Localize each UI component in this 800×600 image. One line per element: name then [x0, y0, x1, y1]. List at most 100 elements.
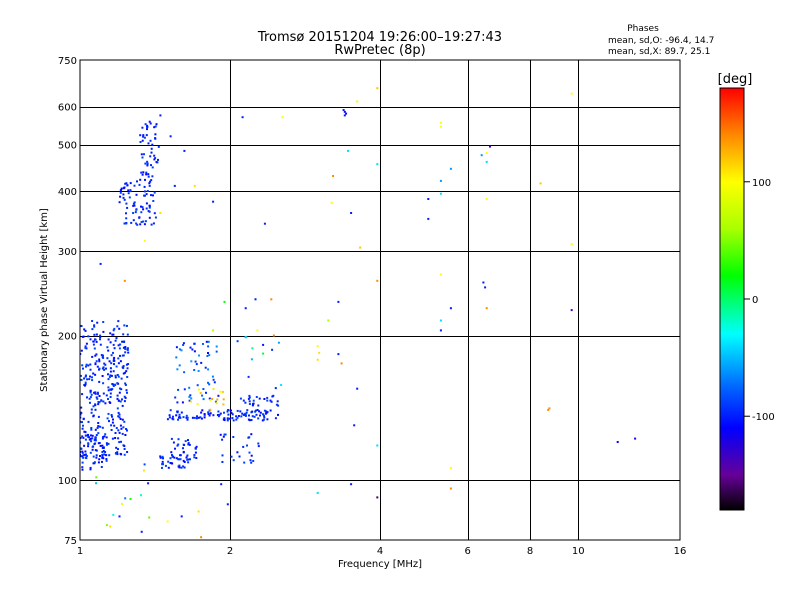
cluster-point	[212, 378, 215, 381]
cluster-point	[99, 336, 102, 339]
cluster-point	[118, 431, 121, 434]
cluster-point	[177, 388, 180, 391]
x-axis-label: Frequency [MHz]	[338, 559, 422, 570]
cluster-point	[120, 377, 123, 380]
cluster-point	[90, 393, 93, 396]
cluster-point	[252, 399, 255, 402]
data-point	[342, 109, 345, 111]
cluster-point	[214, 400, 217, 403]
data-point	[193, 184, 196, 187]
cluster-point	[100, 399, 103, 402]
cluster-point	[166, 418, 169, 421]
cluster-point	[277, 413, 279, 416]
cluster-point	[118, 413, 121, 416]
cluster-point	[102, 330, 105, 333]
cluster-point	[82, 436, 85, 439]
cluster-point	[82, 424, 84, 427]
cluster-point	[126, 391, 128, 394]
cluster-point	[86, 396, 88, 399]
data-point	[337, 353, 340, 356]
cluster-point	[124, 348, 127, 350]
cluster-point	[132, 219, 135, 222]
cluster-point	[177, 418, 179, 421]
cluster-point	[149, 180, 152, 183]
cluster-point	[139, 141, 142, 143]
cluster-point	[174, 396, 177, 399]
cluster-point	[247, 397, 250, 400]
cluster-point	[101, 446, 104, 449]
data-point	[118, 515, 121, 518]
y-tick-label: 600	[58, 103, 77, 114]
cluster-point	[101, 460, 103, 463]
cluster-point	[81, 450, 84, 453]
cluster-point	[151, 175, 154, 178]
cluster-point	[223, 411, 225, 414]
cluster-point	[85, 363, 88, 366]
cluster-point	[101, 426, 104, 429]
cluster-point	[257, 442, 260, 445]
cluster-point	[81, 421, 83, 424]
cluster-point	[254, 409, 257, 412]
cluster-point	[148, 184, 151, 187]
cluster-point	[132, 202, 135, 205]
cluster-point	[94, 354, 97, 357]
x-tick-label: 4	[377, 546, 383, 557]
cluster-point	[127, 192, 130, 195]
cluster-point	[170, 451, 173, 454]
cluster-point	[230, 409, 232, 412]
data-point	[356, 387, 359, 390]
cluster-point	[85, 457, 88, 460]
cluster-point	[119, 343, 122, 346]
cluster-point	[133, 204, 136, 207]
cluster-point	[102, 436, 105, 438]
cluster-point	[161, 466, 163, 469]
cluster-point	[143, 463, 146, 466]
data-point	[343, 110, 346, 113]
cluster-point	[262, 343, 265, 346]
cluster-point	[148, 210, 151, 213]
cluster-point	[266, 396, 269, 399]
cluster-point	[186, 418, 189, 421]
cluster-point	[215, 345, 218, 348]
cluster-point	[269, 399, 272, 402]
cluster-point	[89, 396, 92, 399]
cluster-point	[89, 389, 92, 392]
cluster-point	[153, 212, 156, 215]
cluster-point	[143, 136, 146, 139]
cluster-point	[180, 466, 183, 469]
cluster-point	[90, 440, 93, 443]
cluster-point	[146, 162, 149, 165]
cluster-point	[221, 390, 224, 393]
cluster-point	[276, 400, 279, 403]
cluster-point	[99, 338, 101, 341]
cluster-point	[230, 412, 233, 414]
cluster-point	[222, 435, 225, 438]
data-points	[80, 87, 637, 539]
cluster-point	[232, 419, 235, 422]
cluster-point	[251, 410, 254, 413]
cluster-point	[218, 413, 221, 416]
cluster-point	[123, 340, 126, 343]
cluster-point	[274, 387, 277, 390]
cluster-point	[221, 461, 224, 463]
cluster-point	[175, 356, 178, 359]
cluster-point	[111, 383, 114, 385]
cluster-point	[107, 398, 109, 400]
cluster-point	[194, 360, 197, 363]
data-point	[548, 407, 551, 410]
cluster-point	[150, 194, 152, 197]
cluster-point	[183, 371, 186, 374]
cluster-point	[223, 418, 226, 421]
data-point	[241, 116, 244, 119]
cluster-point	[254, 410, 257, 413]
cluster-point	[147, 173, 150, 176]
cluster-point	[150, 223, 153, 226]
cluster-point	[102, 400, 105, 403]
cluster-point	[190, 397, 193, 400]
cluster-point	[84, 383, 87, 386]
cluster-point	[107, 412, 110, 415]
cluster-point	[105, 458, 108, 461]
cluster-point	[188, 399, 191, 402]
cluster-point	[271, 395, 274, 398]
cluster-point	[94, 439, 97, 442]
